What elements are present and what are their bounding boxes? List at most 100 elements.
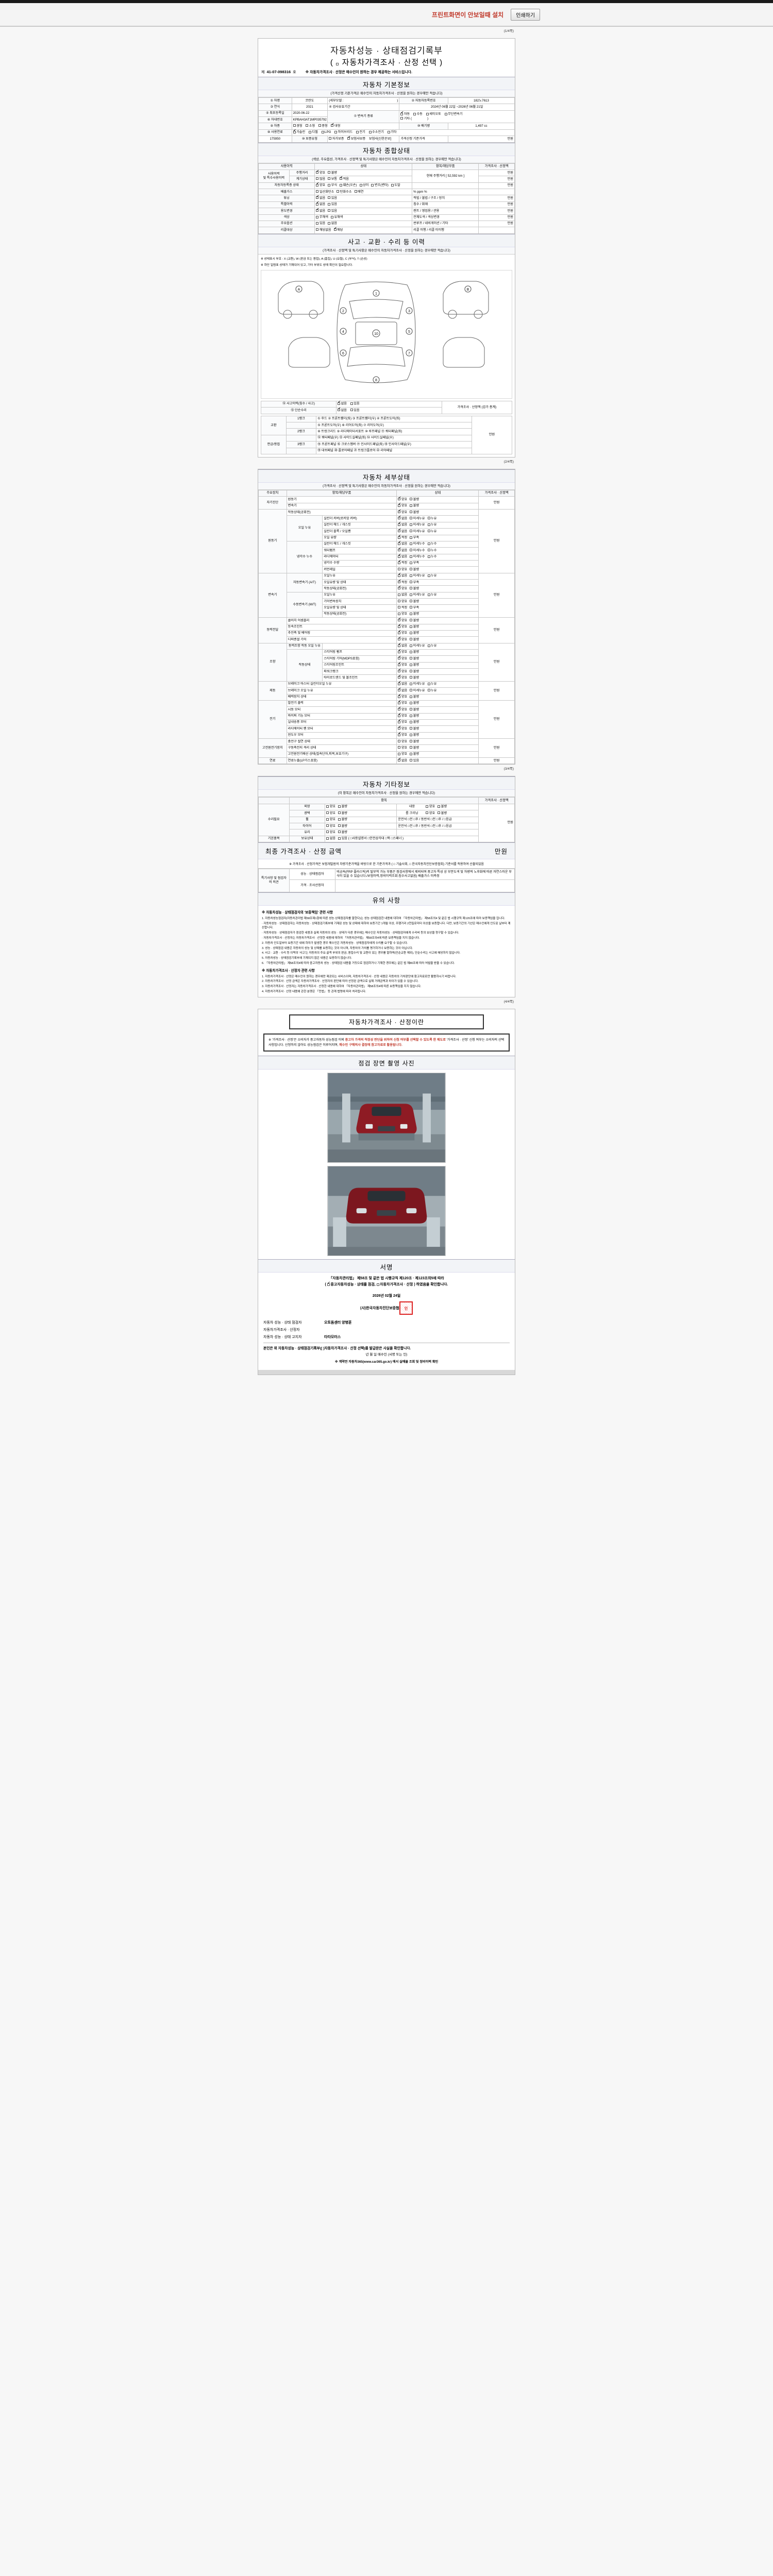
checkbox-icon[interactable] (328, 183, 331, 187)
car-damage-diagram[interactable]: 1 2 3 4 5 6 7 8 10 A B (261, 269, 512, 399)
checkbox-icon[interactable] (398, 624, 401, 628)
detail-opt-3-3-1[interactable]: 불량 (410, 638, 419, 642)
detail-opt-2-3-0[interactable]: 없음 (398, 593, 407, 597)
checkbox-icon[interactable] (410, 536, 413, 539)
checkbox-icon[interactable] (410, 733, 413, 736)
checkbox-icon[interactable] (398, 586, 401, 590)
checkbox-icon[interactable] (330, 215, 333, 218)
detail-opt-1-2-0[interactable]: 없음 (398, 522, 407, 527)
checkbox-icon[interactable] (427, 689, 430, 692)
detail-opt-1-9-1[interactable]: 불량 (410, 568, 419, 572)
checkbox-icon[interactable] (338, 837, 341, 840)
checkbox-icon[interactable] (316, 215, 319, 218)
checkbox-icon[interactable] (410, 663, 413, 666)
overall-opt-1-1[interactable]: 보통 (328, 177, 337, 181)
fuel-opt-lpg[interactable]: LPG (321, 130, 331, 134)
detail-opt-1-4-0[interactable]: 적정 (398, 535, 407, 540)
checkbox-icon[interactable] (398, 649, 401, 653)
repair-opt-yes[interactable]: 있음 (350, 409, 360, 413)
checkbox-icon[interactable] (398, 573, 401, 577)
detail-opt-1-1-0[interactable]: 없음 (398, 516, 407, 521)
checkbox-icon[interactable] (328, 196, 331, 199)
checkbox-icon[interactable] (328, 209, 331, 212)
other-opt-l-4-0[interactable]: 양호 (326, 831, 335, 835)
checkbox-icon[interactable] (410, 670, 413, 673)
overall-opt-2-2[interactable]: 훼손(오손) (340, 183, 357, 188)
checkbox-icon[interactable] (338, 824, 341, 827)
detail-opt-2-3-2[interactable]: 누유 (427, 593, 436, 597)
checkbox-icon[interactable] (398, 548, 401, 552)
checkbox-icon[interactable] (293, 124, 296, 127)
other-opt-l-3-0[interactable]: 양호 (326, 824, 335, 828)
checkbox-icon[interactable] (354, 190, 357, 193)
checkbox-icon[interactable] (398, 560, 401, 564)
overall-opt-9-1[interactable]: 해당 (333, 227, 343, 232)
cartype-opt-large[interactable]: 대형 (331, 123, 340, 128)
other-opt-l-1-1[interactable]: 불량 (338, 811, 347, 816)
checkbox-icon[interactable] (413, 112, 416, 115)
checkbox-icon[interactable] (398, 600, 401, 603)
checkbox-icon[interactable] (410, 606, 413, 609)
detail-opt-5-1-1[interactable]: 미세누유 (410, 689, 425, 693)
detail-opt-1-3-2[interactable]: 누유 (427, 530, 436, 534)
detail-opt-4-4-0[interactable]: 양호 (398, 669, 407, 674)
checkbox-icon[interactable] (331, 123, 334, 127)
detail-opt-1-0-0[interactable]: 양호 (398, 510, 407, 515)
checkbox-icon[interactable] (427, 542, 430, 545)
checkbox-icon[interactable] (398, 746, 401, 749)
overall-opt-5-1[interactable]: 있음 (328, 202, 337, 207)
checkbox-icon[interactable] (398, 643, 401, 647)
checkbox-icon[interactable] (398, 707, 401, 711)
fuel-opt-hybrid[interactable]: 하이브리드 (334, 130, 352, 134)
checkbox-icon[interactable] (398, 719, 401, 723)
detail-opt-2-0-0[interactable]: 없음 (398, 573, 407, 578)
checkbox-icon[interactable] (347, 136, 350, 140)
checkbox-icon[interactable] (328, 171, 331, 174)
detail-opt-3-1-1[interactable]: 불량 (410, 625, 419, 629)
overall-opt-1-0[interactable]: 많음 (316, 177, 325, 181)
checkbox-icon[interactable] (438, 811, 441, 815)
other-opt-l-0-1[interactable]: 불량 (338, 805, 347, 809)
detail-opt-3-0-0[interactable]: 양호 (398, 618, 407, 623)
checkbox-icon[interactable] (410, 695, 413, 698)
detail-opt-3-2-0[interactable]: 양호 (398, 630, 407, 635)
checkbox-icon[interactable] (306, 124, 309, 127)
detail-opt-1-7-1[interactable]: 미세누수 (410, 555, 425, 559)
checkbox-icon[interactable] (398, 675, 401, 679)
other-opt-l-1-0[interactable]: 양호 (326, 811, 335, 816)
detail-opt-1-5-2[interactable]: 누수 (427, 542, 436, 546)
detail-opt-2-0-2[interactable]: 누유 (427, 574, 436, 578)
checkbox-icon[interactable] (398, 606, 401, 609)
detail-opt-2-6-1[interactable]: 불량 (410, 612, 419, 616)
checkbox-icon[interactable] (316, 177, 319, 180)
checkbox-icon[interactable] (410, 759, 413, 762)
overall-opt-4-1[interactable]: 있음 (328, 196, 337, 200)
checkbox-icon[interactable] (398, 516, 401, 520)
checkbox-icon[interactable] (410, 517, 413, 520)
checkbox-icon[interactable] (427, 523, 430, 526)
checkbox-icon[interactable] (316, 201, 319, 206)
detail-opt-6-3-1[interactable]: 불량 (410, 720, 419, 724)
other-opt-r-0-1[interactable]: 불량 (438, 805, 447, 809)
checkbox-icon[interactable] (350, 409, 353, 412)
checkbox-icon[interactable] (410, 523, 413, 526)
checkbox-icon[interactable] (410, 549, 413, 552)
detail-opt-6-5-1[interactable]: 불량 (410, 733, 419, 737)
checkbox-icon[interactable] (326, 811, 329, 815)
detail-opt-1-6-1[interactable]: 미세누수 (410, 549, 425, 553)
detail-opt-3-2-1[interactable]: 불량 (410, 631, 419, 635)
detail-opt-1-3-0[interactable]: 없음 (398, 529, 407, 534)
checkbox-icon[interactable] (293, 129, 296, 133)
detail-opt-4-1-1[interactable]: 불량 (410, 650, 419, 654)
checkbox-icon[interactable] (426, 805, 429, 808)
sign-checkbox-inspect[interactable] (327, 1282, 330, 1286)
checkbox-icon[interactable] (398, 522, 401, 526)
checkbox-icon[interactable] (398, 503, 401, 507)
checkbox-icon[interactable] (398, 541, 401, 545)
checkbox-icon[interactable] (391, 183, 394, 187)
detail-opt-1-0-1[interactable]: 불량 (410, 511, 419, 515)
accident-opt-none[interactable]: 없음 (338, 401, 347, 406)
other-opt-l-2-1[interactable]: 불량 (338, 818, 347, 822)
other-opt-l-4-1[interactable]: 불량 (338, 831, 347, 835)
fuel-opt-diesel[interactable]: 디젤 (308, 130, 318, 134)
